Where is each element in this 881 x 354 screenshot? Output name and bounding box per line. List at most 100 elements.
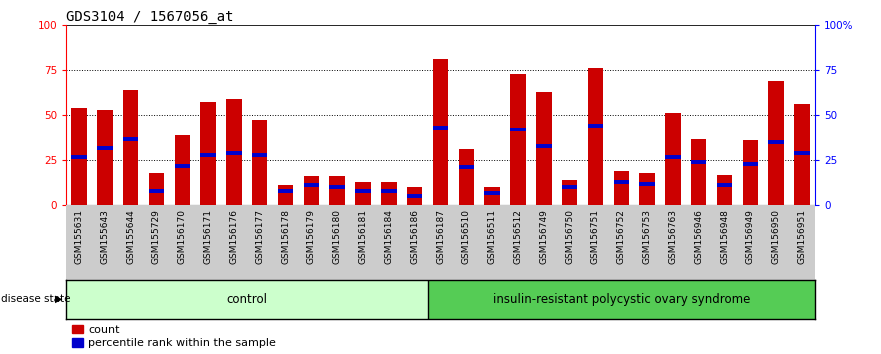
Text: GSM156752: GSM156752: [617, 209, 626, 264]
Bar: [71, 108, 86, 205]
Text: GSM156948: GSM156948: [720, 209, 729, 264]
Text: ▶: ▶: [55, 294, 63, 304]
Text: GSM156949: GSM156949: [746, 209, 755, 264]
Bar: [329, 185, 345, 189]
Bar: [536, 144, 552, 148]
Text: insulin-resistant polycystic ovary syndrome: insulin-resistant polycystic ovary syndr…: [492, 293, 750, 306]
Text: GSM155643: GSM155643: [100, 209, 109, 264]
Bar: [169, 205, 196, 280]
Bar: [459, 149, 474, 205]
Bar: [613, 171, 629, 205]
Bar: [381, 189, 396, 193]
Bar: [691, 138, 707, 205]
Bar: [66, 205, 92, 280]
Bar: [247, 205, 272, 280]
Bar: [407, 194, 422, 198]
Bar: [427, 205, 454, 280]
Bar: [640, 173, 655, 205]
Text: GSM156763: GSM156763: [669, 209, 677, 264]
Bar: [459, 165, 474, 170]
Text: GSM156170: GSM156170: [178, 209, 187, 264]
Bar: [122, 90, 138, 205]
Text: GSM156512: GSM156512: [514, 209, 522, 264]
Bar: [66, 280, 427, 319]
Bar: [717, 183, 732, 188]
Bar: [737, 205, 763, 280]
Text: GSM156187: GSM156187: [436, 209, 445, 264]
Bar: [97, 110, 113, 205]
Bar: [221, 205, 247, 280]
Text: GSM156181: GSM156181: [359, 209, 367, 264]
Bar: [355, 182, 371, 205]
Bar: [350, 205, 376, 280]
Text: GSM156751: GSM156751: [591, 209, 600, 264]
Bar: [381, 182, 396, 205]
Bar: [252, 153, 268, 157]
Bar: [479, 205, 505, 280]
Bar: [536, 92, 552, 205]
Bar: [510, 74, 526, 205]
Bar: [118, 205, 144, 280]
Text: GSM156946: GSM156946: [694, 209, 703, 264]
Bar: [402, 205, 427, 280]
Bar: [144, 205, 169, 280]
Text: GSM156177: GSM156177: [255, 209, 264, 264]
Bar: [717, 175, 732, 205]
Bar: [200, 153, 216, 157]
Bar: [588, 68, 603, 205]
Text: control: control: [226, 293, 267, 306]
Text: GSM156749: GSM156749: [539, 209, 548, 264]
Legend: count, percentile rank within the sample: count, percentile rank within the sample: [71, 325, 276, 348]
Bar: [454, 205, 479, 280]
Bar: [505, 205, 531, 280]
Bar: [768, 81, 784, 205]
Bar: [557, 205, 582, 280]
Bar: [304, 183, 319, 188]
Bar: [562, 185, 577, 189]
Bar: [278, 185, 293, 205]
Bar: [71, 155, 86, 159]
Bar: [200, 102, 216, 205]
Bar: [278, 189, 293, 193]
Bar: [562, 180, 577, 205]
Bar: [149, 173, 164, 205]
Text: GSM155631: GSM155631: [75, 209, 84, 264]
Bar: [763, 205, 789, 280]
Bar: [407, 187, 422, 205]
Bar: [92, 205, 118, 280]
Bar: [174, 135, 190, 205]
Bar: [329, 176, 345, 205]
Bar: [691, 160, 707, 164]
Text: GSM156750: GSM156750: [565, 209, 574, 264]
Text: GSM156171: GSM156171: [204, 209, 212, 264]
Text: GSM156186: GSM156186: [411, 209, 419, 264]
Bar: [485, 187, 500, 205]
Bar: [272, 205, 299, 280]
Text: disease state: disease state: [1, 294, 70, 304]
Bar: [433, 126, 448, 130]
Bar: [324, 205, 350, 280]
Bar: [660, 205, 685, 280]
Text: GSM155644: GSM155644: [126, 209, 135, 264]
Bar: [174, 164, 190, 167]
Text: GSM156510: GSM156510: [462, 209, 470, 264]
Bar: [795, 104, 810, 205]
Bar: [355, 189, 371, 193]
Text: GSM156176: GSM156176: [229, 209, 239, 264]
Text: GDS3104 / 1567056_at: GDS3104 / 1567056_at: [66, 10, 233, 24]
Bar: [304, 176, 319, 205]
Bar: [743, 140, 759, 205]
Bar: [582, 205, 609, 280]
Text: GSM156950: GSM156950: [772, 209, 781, 264]
Bar: [510, 127, 526, 131]
Bar: [588, 124, 603, 128]
Text: GSM156178: GSM156178: [281, 209, 290, 264]
Bar: [613, 180, 629, 184]
Bar: [743, 162, 759, 166]
Text: GSM155729: GSM155729: [152, 209, 161, 264]
Text: GSM156184: GSM156184: [384, 209, 393, 264]
Bar: [226, 99, 241, 205]
Bar: [712, 205, 737, 280]
Text: GSM156179: GSM156179: [307, 209, 316, 264]
Text: GSM156951: GSM156951: [797, 209, 806, 264]
